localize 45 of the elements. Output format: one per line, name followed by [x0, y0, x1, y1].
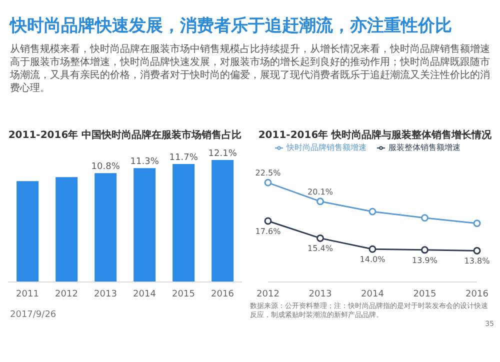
bar: [212, 160, 234, 282]
point: [473, 246, 481, 254]
data-label: 13.9%: [412, 256, 438, 265]
bar: [56, 177, 78, 282]
point: [264, 217, 272, 225]
x-tick-label: 2011: [16, 289, 39, 300]
x-tick-label: 2015: [413, 289, 436, 300]
data-label: 12.1%: [208, 149, 238, 159]
data-label: 11.7%: [169, 153, 198, 164]
data-label: 20.1%: [308, 187, 334, 196]
bar: [94, 173, 117, 282]
legend-label: 服装整体销售额增速: [388, 143, 460, 152]
x-tick-label: 2012: [55, 289, 78, 300]
data-label: 11.3%: [130, 157, 160, 168]
data-label: 22.5%: [255, 168, 282, 178]
text: 2017/9/26: [10, 310, 58, 320]
x-tick-label: 2012: [256, 289, 280, 300]
text: 快时尚品牌快速发展，消费者乐于追赶潮流，亦注重性价比: [10, 15, 453, 37]
data-label: 10.8%: [91, 162, 120, 172]
legend-label: 快时尚品牌销售额增速: [286, 143, 366, 152]
data-label: 14.0%: [360, 255, 386, 264]
point: [421, 246, 428, 254]
point: [316, 198, 324, 206]
point: [368, 208, 376, 216]
bar: [16, 181, 39, 282]
bar: [172, 164, 195, 282]
data-label: 13.8%: [464, 256, 490, 266]
x-tick-label: 2016: [211, 289, 234, 300]
chart-title: 2011-2016年 快时尚品牌与服装整体销售增长情况: [257, 128, 493, 142]
chart-title: 2011-2016年 中国快时尚品牌在服装市场销售占比: [7, 128, 243, 142]
x-tick-label: 2013: [308, 289, 332, 300]
data-label: 15.4%: [308, 244, 334, 254]
point: [316, 234, 324, 242]
x-tick-label: 2016: [466, 289, 489, 300]
point: [473, 220, 481, 228]
data-label: 17.6%: [255, 226, 282, 236]
point: [264, 178, 272, 186]
x-tick-label: 2015: [172, 289, 195, 300]
point: [421, 214, 428, 222]
x-tick-label: 2014: [133, 289, 156, 300]
point: [368, 245, 376, 253]
bar: [134, 168, 156, 282]
x-tick-label: 2013: [94, 289, 117, 300]
x-tick-label: 2014: [361, 289, 384, 300]
text: 从销售规模来看，快时尚品牌在服装市场中销售规模占比持续提升，从增长情况来看，快时尚品牌销售额增速高于服装市场整体增速，快时尚品牌快速发展，对服装市场的增长起到良好的推动作用；快时尚品牌既跟随市场潮流，又具有亲民的价格，消费者对于快时尚的偏爱，展现了现代消费者既乐于追赶潮流又关注性价比的消费心理。: [10, 43, 490, 95]
